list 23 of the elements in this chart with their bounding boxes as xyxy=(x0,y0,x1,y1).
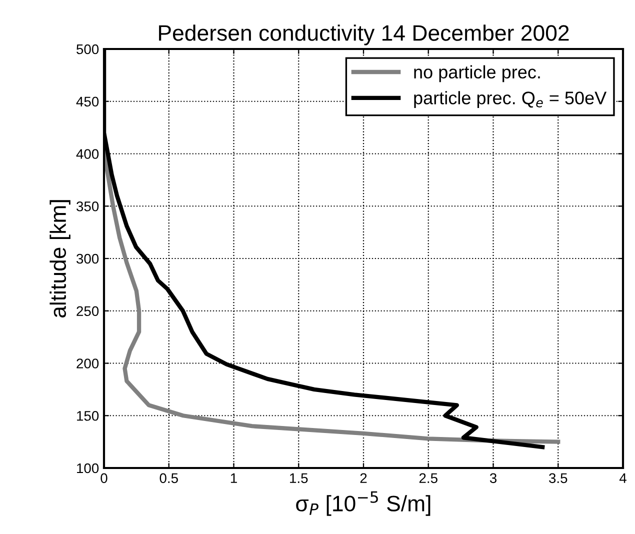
x-tick-label: 2.5 xyxy=(419,473,438,484)
x-tick-label: 4 xyxy=(619,473,626,483)
y-tick-label: 200 xyxy=(76,358,99,368)
y-tick-label: 300 xyxy=(76,254,99,264)
x-tick-label: 2 xyxy=(360,473,367,483)
y-tick-label: 400 xyxy=(76,149,99,159)
x-tick-label: 1 xyxy=(230,473,237,483)
x-tick-label: 0.5 xyxy=(160,473,178,484)
x-tick-label: 1.5 xyxy=(290,473,308,484)
chart-title: Pedersen conductivity 14 December 2002 xyxy=(159,24,569,46)
x-tick-label: 3.5 xyxy=(549,473,568,484)
x-tick-label: 0 xyxy=(100,473,108,484)
y-tick-label: 100 xyxy=(77,463,99,474)
y-tick-label: 450 xyxy=(76,96,99,107)
y-tick-label: 350 xyxy=(76,201,99,212)
x-axis-title: σ$_{P}$ [10$^{−5}$ S/m] xyxy=(296,491,430,516)
y-tick-label: 250 xyxy=(76,306,99,316)
y-axis-title: altitude [km] xyxy=(50,200,70,318)
x-tick-label: 3 xyxy=(490,473,496,484)
legend-label: particle prec. Q$_{e}$ = 50eV xyxy=(414,91,607,108)
y-tick-label: 150 xyxy=(77,410,99,421)
y-tick-label: 500 xyxy=(76,44,99,54)
legend-label: no particle prec. xyxy=(414,65,540,82)
